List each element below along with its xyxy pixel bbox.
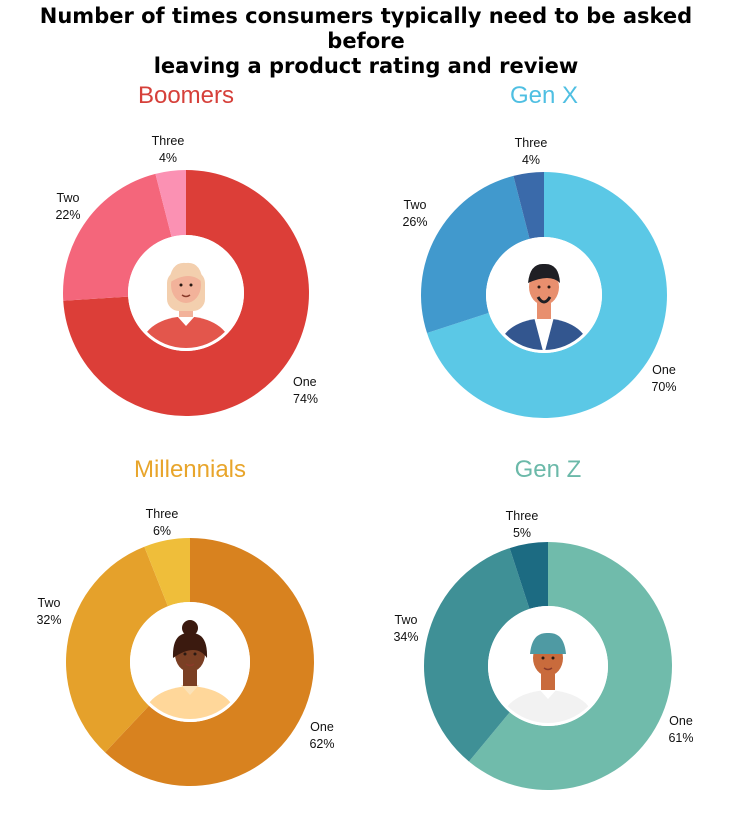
value-label-three: 4% — [159, 151, 177, 165]
genz-man-avatar — [502, 632, 594, 723]
value-label-one: 62% — [309, 737, 334, 751]
value-label-one: 74% — [293, 392, 318, 406]
label-three: Three — [146, 507, 179, 521]
slice-two — [62, 173, 172, 301]
chart-subtitle: Boomers — [138, 82, 234, 109]
label-one: One — [669, 714, 693, 728]
slice-one — [63, 170, 310, 417]
chart-subtitle: Gen X — [510, 82, 578, 109]
value-label-one: 70% — [651, 380, 676, 394]
chart-boomers: Boomers One 74% Two 22% Three 4% — [55, 82, 318, 417]
genx-man-avatar — [500, 263, 588, 350]
value-label-two: 22% — [55, 208, 80, 222]
chart-subtitle: Millennials — [134, 456, 246, 483]
chart-millennials: Millennials One 62% Two 32% Three 6% — [36, 456, 335, 786]
label-two: Two — [57, 191, 80, 205]
label-one: One — [293, 375, 317, 389]
value-label-three: 5% — [513, 526, 531, 540]
value-label-three: 4% — [522, 153, 540, 167]
slice-one — [105, 538, 314, 786]
slice-one — [468, 542, 672, 790]
value-label-two: 32% — [36, 613, 61, 627]
label-three: Three — [152, 134, 185, 148]
chart-title-line-2: leaving a product rating and review — [153, 54, 579, 78]
slice-three — [509, 542, 548, 609]
slice-two — [423, 548, 530, 762]
chart-subtitle: Gen Z — [515, 456, 582, 483]
label-one: One — [310, 720, 334, 734]
chart-gen-z: Gen Z One 61% Two 34% Three 5% — [393, 456, 694, 790]
slice-two — [420, 175, 530, 334]
millennial-woman-avatar — [144, 620, 236, 719]
boomer-woman-avatar — [142, 262, 230, 348]
slice-three — [513, 172, 544, 239]
label-three: Three — [506, 509, 539, 523]
label-one: One — [652, 363, 676, 377]
label-three: Three — [515, 136, 548, 150]
slice-two — [66, 546, 168, 753]
chart-title-line-1: Number of times consumers typically need… — [39, 4, 693, 53]
slice-three — [155, 170, 186, 237]
slice-one — [427, 172, 667, 418]
value-label-three: 6% — [153, 524, 171, 538]
label-two: Two — [395, 613, 418, 627]
label-two: Two — [38, 596, 61, 610]
value-label-two: 26% — [402, 215, 427, 229]
value-label-two: 34% — [393, 630, 418, 644]
chart-title: Number of times consumers typically need… — [0, 4, 732, 79]
value-label-one: 61% — [668, 731, 693, 745]
slice-three — [144, 538, 190, 607]
chart-gen-x: Gen X One 70% Two 26% Three 4% — [402, 82, 677, 418]
label-two: Two — [404, 198, 427, 212]
